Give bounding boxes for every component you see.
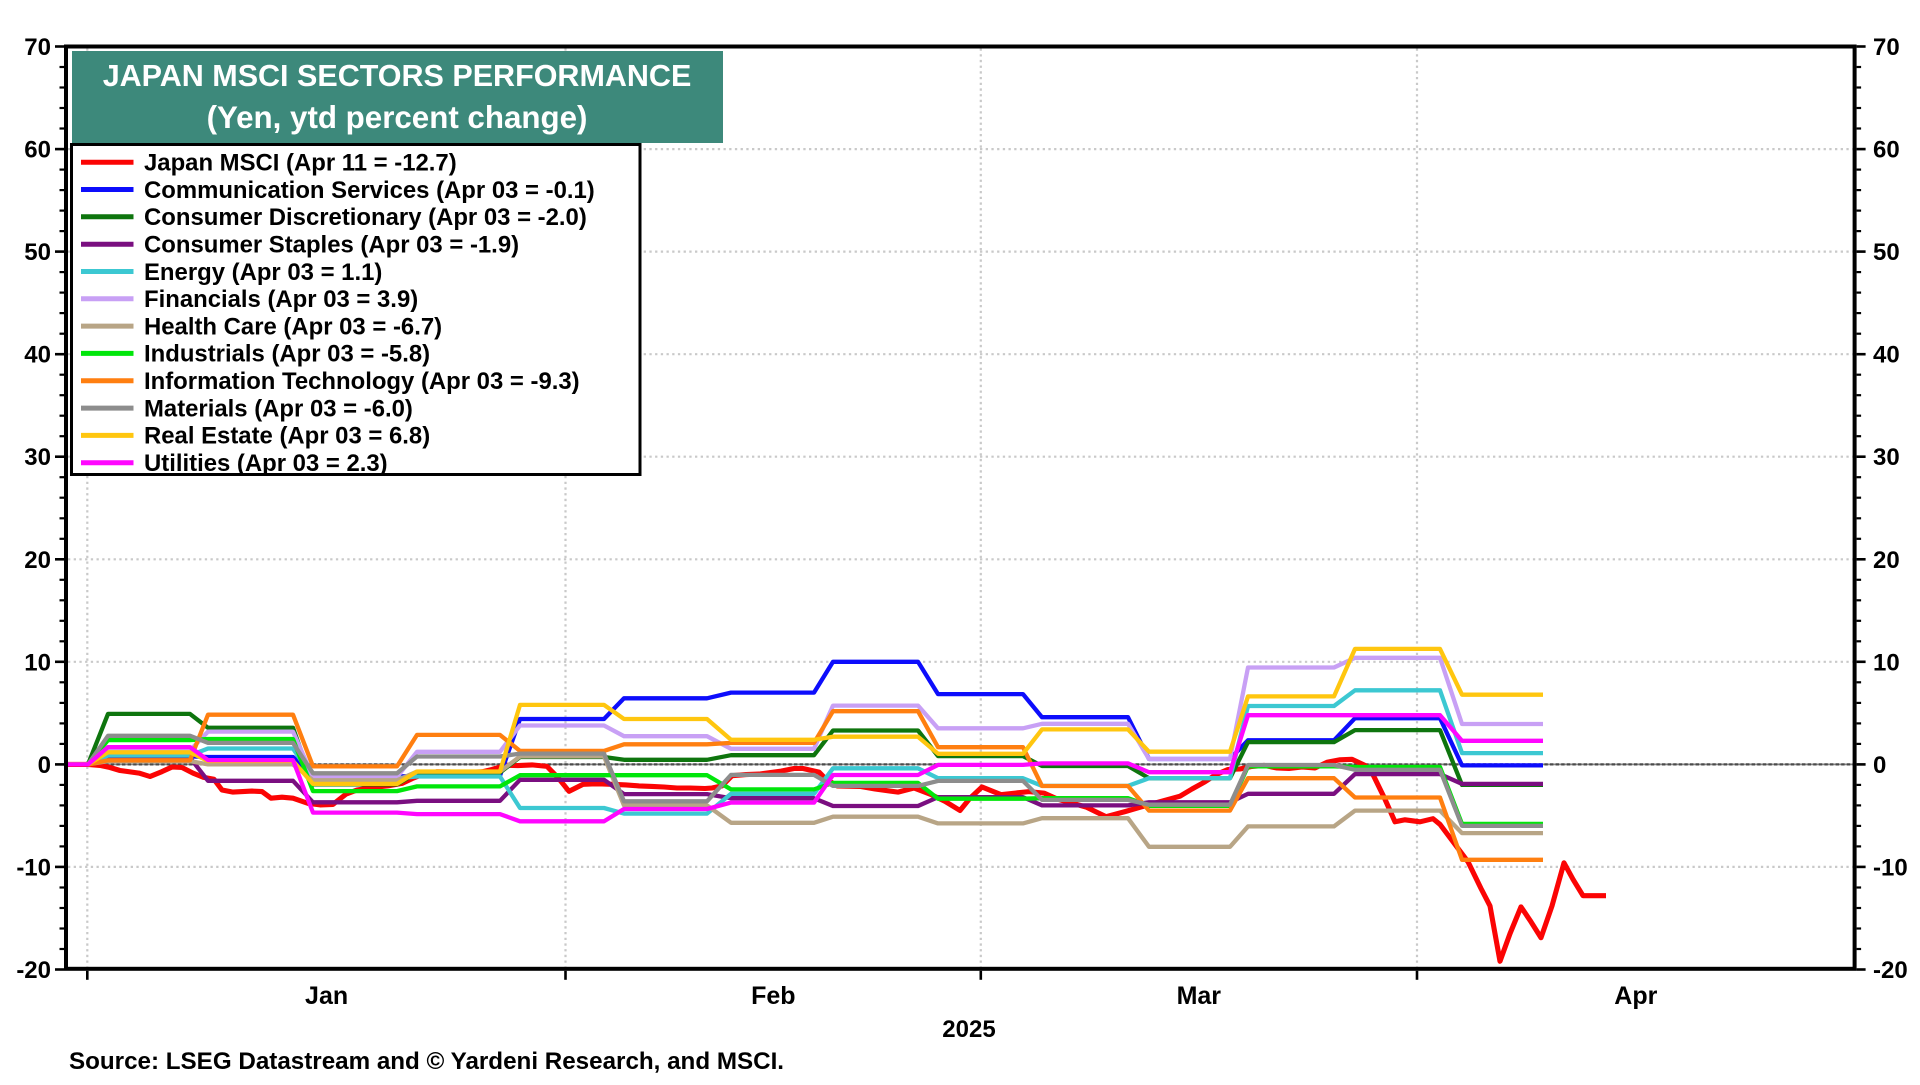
svg-text:10: 10 [1873,649,1900,676]
svg-text:Apr: Apr [1614,982,1657,1010]
svg-text:Consumer Discretionary (Apr 03: Consumer Discretionary (Apr 03 = -2.0) [144,204,587,231]
svg-text:Utilities (Apr 03 = 2.3): Utilities (Apr 03 = 2.3) [144,450,388,477]
svg-text:0: 0 [1873,752,1886,779]
svg-text:60: 60 [1873,137,1900,164]
svg-text:Japan MSCI (Apr 11 = -12.7): Japan MSCI (Apr 11 = -12.7) [144,150,457,177]
svg-text:60: 60 [24,137,51,164]
svg-text:40: 40 [1873,342,1900,369]
svg-text:Jan: Jan [305,982,348,1010]
svg-text:30: 30 [1873,444,1900,471]
svg-text:40: 40 [24,342,51,369]
svg-text:-20: -20 [1873,957,1908,984]
svg-text:JAPAN MSCI SECTORS PERFORMANCE: JAPAN MSCI SECTORS PERFORMANCE [103,59,692,93]
svg-text:Information Technology (Apr 03: Information Technology (Apr 03 = -9.3) [144,368,580,395]
svg-text:70: 70 [24,34,51,61]
svg-text:20: 20 [24,547,51,574]
svg-text:Source: LSEG Datastream and ©: Source: LSEG Datastream and © Yardeni Re… [69,1048,784,1075]
svg-text:(Yen, ytd percent change): (Yen, ytd percent change) [207,100,588,135]
svg-text:50: 50 [1873,239,1900,266]
svg-text:0: 0 [38,752,51,779]
svg-text:-20: -20 [16,957,51,984]
svg-text:70: 70 [1873,34,1900,61]
svg-text:Real Estate (Apr 03 = 6.8): Real Estate (Apr 03 = 6.8) [144,423,430,450]
svg-text:Feb: Feb [751,982,795,1010]
svg-text:Energy (Apr 03 = 1.1): Energy (Apr 03 = 1.1) [144,259,382,286]
svg-text:10: 10 [24,649,51,676]
svg-text:-10: -10 [16,854,51,881]
svg-text:50: 50 [24,239,51,266]
svg-text:Mar: Mar [1177,982,1222,1010]
svg-text:Consumer Staples (Apr 03 = -1.: Consumer Staples (Apr 03 = -1.9) [144,232,519,259]
svg-text:Industrials (Apr 03 = -5.8): Industrials (Apr 03 = -5.8) [144,341,430,368]
svg-text:20: 20 [1873,547,1900,574]
svg-text:-10: -10 [1873,854,1908,881]
svg-text:Financials (Apr 03 = 3.9): Financials (Apr 03 = 3.9) [144,286,418,313]
svg-text:Communication Services (Apr 03: Communication Services (Apr 03 = -0.1) [144,177,595,204]
svg-text:Health Care (Apr 03 = -6.7): Health Care (Apr 03 = -6.7) [144,313,442,340]
svg-text:Materials (Apr 03 = -6.0): Materials (Apr 03 = -6.0) [144,395,413,422]
svg-text:2025: 2025 [942,1016,995,1043]
svg-text:30: 30 [24,444,51,471]
